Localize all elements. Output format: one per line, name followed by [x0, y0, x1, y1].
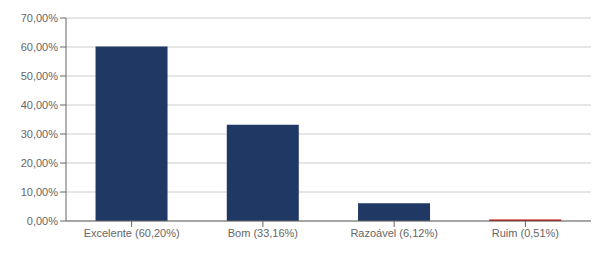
svg-text:50,00%: 50,00% [21, 70, 59, 82]
svg-text:60,00%: 60,00% [21, 41, 59, 53]
svg-text:10,00%: 10,00% [21, 186, 59, 198]
svg-text:70,00%: 70,00% [21, 12, 59, 24]
svg-text:Bom (33,16%): Bom (33,16%) [228, 227, 298, 239]
svg-text:30,00%: 30,00% [21, 128, 59, 140]
svg-text:Razoável (6,12%): Razoável (6,12%) [350, 227, 437, 239]
svg-text:40,00%: 40,00% [21, 99, 59, 111]
svg-text:Excelente (60,20%): Excelente (60,20%) [84, 227, 180, 239]
svg-text:0,00%: 0,00% [27, 215, 58, 227]
svg-text:Ruim (0,51%): Ruim (0,51%) [492, 227, 559, 239]
svg-text:20,00%: 20,00% [21, 157, 59, 169]
